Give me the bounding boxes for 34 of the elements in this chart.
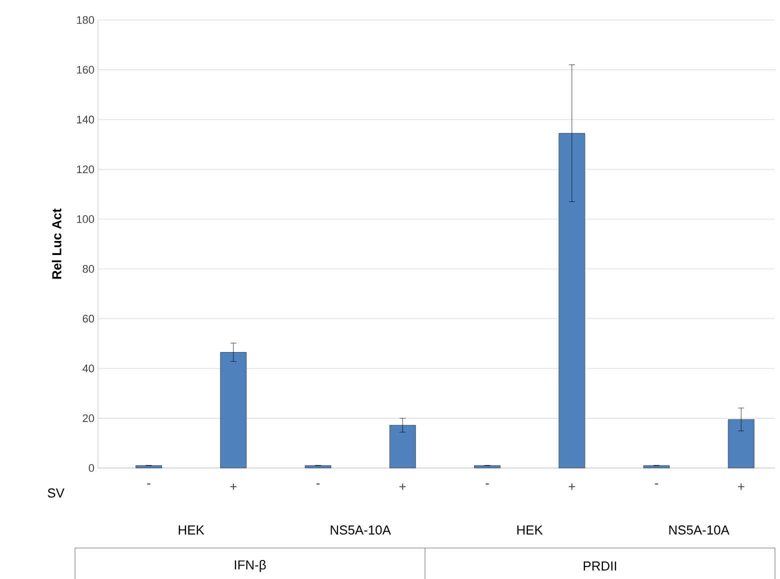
text: IFN-β xyxy=(234,560,266,572)
x-tick-label: - xyxy=(147,484,150,485)
y-tick-label: 100 xyxy=(77,215,94,223)
bar xyxy=(558,133,586,468)
bar xyxy=(728,419,754,468)
y-tick-label: 20 xyxy=(82,414,94,422)
y-axis-title: Rel Luc Act xyxy=(52,208,62,279)
bar xyxy=(136,465,162,468)
y-tick-label: 0 xyxy=(88,464,94,472)
text: PRDII xyxy=(584,562,616,570)
text: SV xyxy=(48,488,64,498)
bar xyxy=(220,352,247,468)
bar xyxy=(643,465,670,468)
text: HEK xyxy=(178,526,204,534)
x-tick-label: + xyxy=(738,484,744,490)
text: NS5A-10A xyxy=(330,525,391,535)
bar xyxy=(304,465,332,468)
x-tick-label: - xyxy=(486,484,489,485)
y-tick-label: 60 xyxy=(82,314,94,323)
x-tick-label: + xyxy=(399,484,406,490)
x-tick-label: - xyxy=(654,484,658,485)
y-tick-label: 120 xyxy=(77,165,94,174)
text: NS5A-10A xyxy=(669,525,730,535)
y-tick-label: 160 xyxy=(77,66,94,74)
x-tick-label: + xyxy=(230,484,237,490)
bar xyxy=(389,424,416,468)
y-tick-label: 140 xyxy=(77,116,94,124)
text: HEK xyxy=(517,526,543,534)
y-tick-label: 80 xyxy=(82,265,94,273)
x-tick-label: + xyxy=(568,484,576,490)
y-tick-label: 40 xyxy=(82,364,94,372)
x-tick-label: - xyxy=(316,484,320,485)
bar xyxy=(474,465,500,468)
y-tick-label: 180 xyxy=(77,16,94,24)
